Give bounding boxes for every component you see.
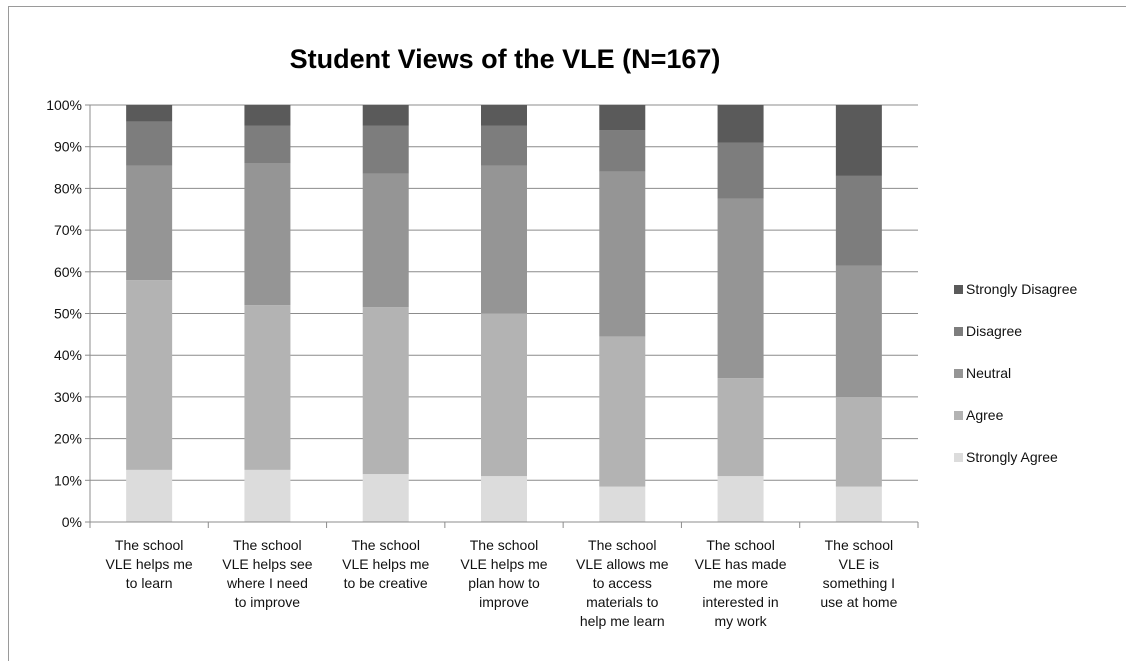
bar-segment: [835, 105, 882, 176]
bar-segment: [362, 173, 409, 308]
legend-swatch: [954, 327, 963, 336]
legend: Strongly Disagree Disagree Neutral Agree Str…: [954, 281, 1077, 465]
bar-segment: [599, 486, 646, 522]
bar-segment: [244, 469, 291, 522]
bar-segment: [717, 476, 764, 522]
y-tick-label: 90%: [54, 139, 82, 155]
bar-segment: [126, 469, 173, 522]
y-tick-label: 40%: [54, 347, 82, 363]
bar-segment: [126, 105, 173, 122]
bar-segment: [717, 142, 764, 199]
bar-segment: [244, 305, 291, 470]
chart-title: Student Views of the VLE (N=167): [289, 44, 721, 74]
y-tick-label: 50%: [54, 306, 82, 322]
bar-segment: [835, 396, 882, 487]
x-category-label: The school VLE has made me more interested …: [695, 537, 787, 629]
legend-label: Agree: [966, 407, 1004, 423]
y-tick-labels: 0% 10% 20% 30% 40% 50% 60% 70% 80% 90% 100%: [46, 97, 82, 530]
x-category-label: The school VLE helps me to learn: [106, 537, 193, 591]
bar-segment: [717, 378, 764, 477]
bar-segment: [835, 486, 882, 522]
bar-segment: [599, 171, 646, 337]
bar-segment: [835, 265, 882, 397]
bar-segment: [717, 105, 764, 143]
bar-segment: [835, 175, 882, 266]
y-tick-label: 70%: [54, 222, 82, 238]
bars: [126, 105, 882, 522]
bar-segment: [481, 105, 527, 126]
bar-segment: [481, 125, 527, 166]
bar-segment: [244, 105, 291, 126]
legend-label: Disagree: [966, 323, 1022, 339]
bar-segment: [126, 165, 173, 281]
legend-label: Strongly Agree: [966, 449, 1058, 465]
axes: [85, 104, 919, 528]
bar-segment: [481, 165, 527, 314]
bar-segment: [126, 280, 173, 470]
bar-segment: [599, 336, 646, 487]
y-tick-label: 100%: [46, 97, 82, 113]
x-category-label: The school VLE helps me plan how to improve: [460, 537, 547, 610]
y-tick-label: 0%: [62, 514, 82, 530]
bar-segment: [362, 307, 409, 475]
y-tick-label: 10%: [54, 472, 82, 488]
legend-swatch: [954, 453, 963, 462]
bar-segment: [717, 198, 764, 379]
y-tick-label: 30%: [54, 389, 82, 405]
x-category-label: The school VLE helps me to be creative: [342, 537, 429, 591]
bar-segment: [362, 105, 409, 126]
bar-segment: [599, 130, 646, 172]
bar-segment: [244, 125, 291, 164]
y-tick-label: 20%: [54, 431, 82, 447]
legend-label: Neutral: [966, 365, 1011, 381]
bar-segment: [362, 474, 409, 522]
y-tick-label: 80%: [54, 180, 82, 196]
x-category-label: The school VLE allows me to access material…: [576, 537, 669, 629]
x-category-labels: The school VLE helps me to learn The school…: [106, 537, 898, 629]
legend-swatch: [954, 285, 963, 294]
y-tick-label: 60%: [54, 264, 82, 280]
legend-label: Strongly Disagree: [966, 281, 1077, 297]
bar-segment: [481, 313, 527, 477]
bar-segment: [362, 125, 409, 174]
bar-segment: [599, 105, 646, 131]
legend-swatch: [954, 369, 963, 378]
chart-frame: [8, 6, 1126, 661]
bar-segment: [481, 476, 527, 522]
bar-segment: [126, 121, 173, 166]
x-category-label: The school VLE helps see where I need to im…: [222, 537, 312, 610]
bar-segment: [244, 163, 291, 306]
legend-swatch: [954, 411, 963, 420]
